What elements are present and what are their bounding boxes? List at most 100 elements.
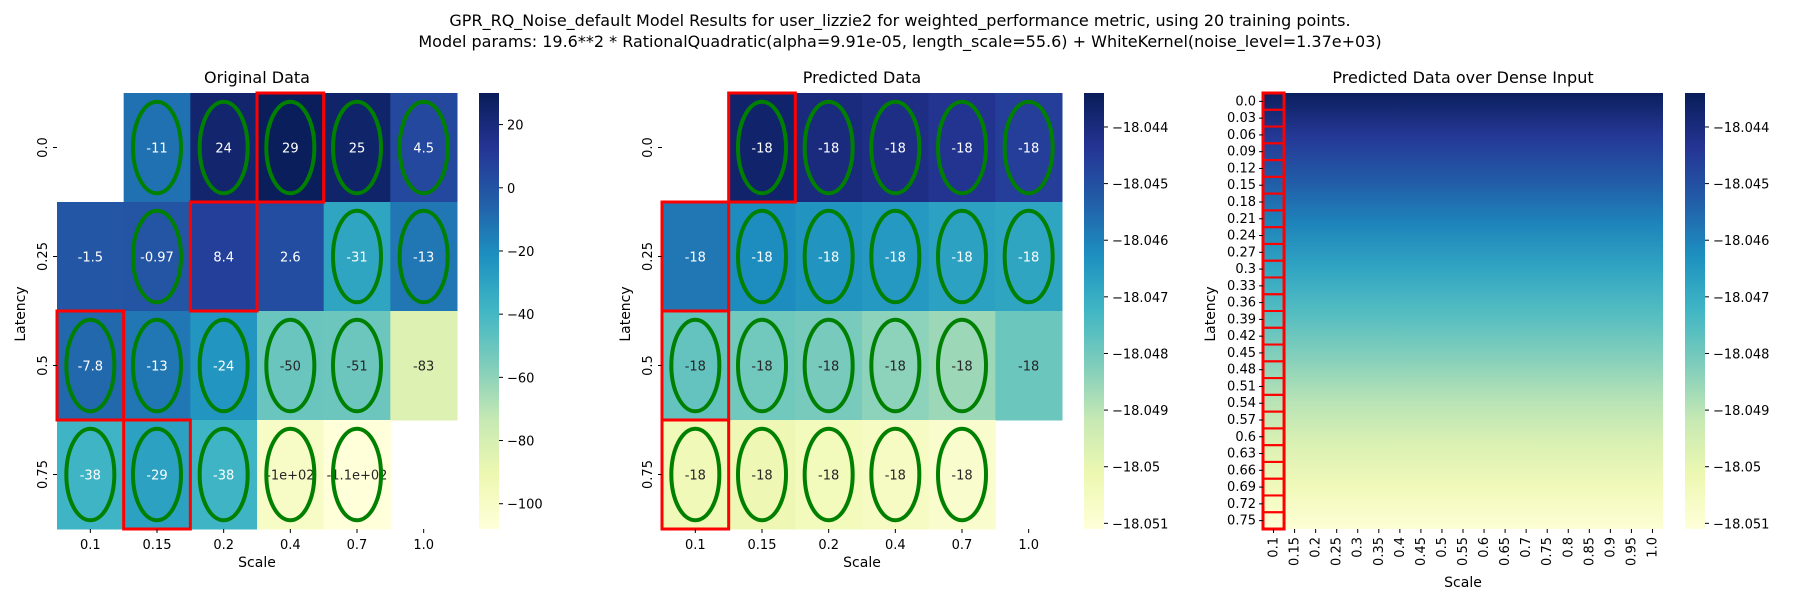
y-tick-label: 0.5 — [641, 355, 656, 376]
cell-label: -18 — [1018, 142, 1039, 157]
heatmap-cell — [257, 202, 325, 312]
cell-label: -18 — [685, 360, 706, 375]
training-point-marker — [331, 426, 383, 523]
training-point-marker — [869, 317, 922, 414]
colorbar-tick-label: −18.047 — [1112, 291, 1168, 306]
x-tick-label: 0.9 — [1603, 537, 1618, 558]
y-tick-label: 0.27 — [1227, 245, 1256, 260]
training-point-marker — [331, 99, 383, 196]
training-point-marker — [131, 99, 183, 196]
training-point-marker — [869, 99, 922, 196]
cell-label: -18 — [1018, 360, 1039, 375]
training-point-marker — [64, 426, 117, 523]
cell-label: -18 — [751, 360, 772, 375]
training-point-marker — [802, 426, 855, 523]
training-point-marker — [669, 426, 722, 523]
training-point-marker — [802, 317, 855, 414]
training-point-marker — [936, 208, 988, 305]
colorbar-tick-label: −40 — [507, 308, 534, 323]
y-tick-label: 0.51 — [1227, 379, 1256, 394]
y-tick-label: 0.0 — [36, 137, 51, 158]
colorbar-tick-label: −18.05 — [1112, 461, 1160, 476]
y-tick-label: 0.36 — [1227, 296, 1256, 311]
training-point-marker — [64, 317, 117, 414]
training-point-marker — [736, 99, 788, 196]
y-tick-label: 0.5 — [36, 355, 51, 376]
training-point-marker — [936, 317, 988, 414]
y-tick-label: 0.48 — [1227, 363, 1256, 378]
cell-label: -18 — [951, 469, 972, 484]
training-point-marker — [736, 317, 788, 414]
x-tick-label: 0.1 — [1267, 537, 1282, 558]
panel-dense: Predicted Data over Dense Input Scale La… — [1203, 68, 1769, 591]
x-axis-label: Scale — [843, 555, 881, 571]
y-tick-label: 0.45 — [1227, 346, 1256, 361]
x-tick-label: 0.4 — [1393, 537, 1408, 558]
highlight-box — [727, 91, 797, 204]
training-point-marker — [331, 208, 383, 305]
y-tick-label: 0.75 — [641, 460, 656, 489]
y-tick-label: 0.12 — [1227, 161, 1256, 176]
colorbar-tick-label: −18.051 — [1713, 517, 1769, 532]
x-tick-label: 0.85 — [1582, 537, 1597, 566]
cell-label: -18 — [818, 251, 839, 266]
x-tick-label: 0.1 — [80, 538, 101, 553]
colorbar-tick-label: −18.044 — [1713, 121, 1769, 136]
colorbar-tick-label: −18.048 — [1112, 347, 1168, 362]
x-tick-label: 0.65 — [1498, 537, 1513, 566]
colorbar-tick-label: −20 — [507, 245, 534, 260]
figure-title-line1: GPR_RQ_Noise_default Model Results for u… — [449, 11, 1350, 31]
x-tick-label: 0.3 — [1351, 537, 1366, 558]
y-tick-label: 0.0 — [641, 137, 656, 158]
x-tick-label: 1.0 — [413, 538, 434, 553]
cell-label: -0.97 — [140, 251, 174, 266]
y-tick-label: 0.42 — [1227, 329, 1256, 344]
colorbar-tick-label: −80 — [507, 435, 534, 450]
x-tick-label: 0.15 — [143, 538, 172, 553]
y-tick-label: 0.09 — [1227, 145, 1256, 160]
training-point-marker — [131, 426, 183, 523]
cell-label: -31 — [346, 251, 367, 266]
cell-label: -50 — [280, 360, 301, 375]
training-point-marker — [736, 208, 788, 305]
y-tick-label: 0.72 — [1227, 497, 1256, 512]
colorbar — [1685, 93, 1705, 529]
panel-original: Original Data Scale Latency -11 24 29 25 4.5… — [13, 68, 543, 571]
heatmap-cell — [190, 202, 258, 312]
cell-label: -18 — [1018, 251, 1039, 266]
colorbar — [479, 93, 499, 529]
y-tick-label: 0.69 — [1227, 480, 1256, 495]
colorbar-tick-label: 20 — [507, 119, 524, 134]
colorbar-tick-label: −60 — [507, 371, 534, 386]
x-tick-label: 0.45 — [1414, 537, 1429, 566]
y-tick-label: 0.24 — [1227, 229, 1256, 244]
colorbar-tick-label: −18.047 — [1713, 291, 1769, 306]
training-point-marker — [802, 208, 855, 305]
cell-label: 4.5 — [413, 142, 434, 157]
training-point-marker — [264, 99, 317, 196]
y-tick-label: 0.57 — [1227, 413, 1256, 428]
x-tick-label: 0.55 — [1456, 537, 1471, 566]
x-tick-label: 1.0 — [1645, 537, 1660, 558]
panel-title: Original Data — [204, 68, 310, 87]
y-tick-label: 0.03 — [1227, 111, 1256, 126]
colorbar-tick-label: 0 — [507, 182, 515, 197]
y-tick-label: 0.63 — [1227, 447, 1256, 462]
colorbar-tick-label: −18.044 — [1112, 121, 1168, 136]
training-point-marker — [669, 317, 722, 414]
y-tick-label: 0.25 — [641, 242, 656, 271]
x-axis-label: Scale — [238, 555, 276, 571]
y-tick-label: 0.54 — [1227, 396, 1256, 411]
cell-label: 25 — [349, 142, 366, 157]
training-point-marker — [736, 426, 788, 523]
cell-label: -51 — [346, 360, 367, 375]
cell-label: -1e+02 — [266, 469, 314, 484]
colorbar-tick-label: −18.046 — [1713, 234, 1769, 249]
cell-label: -38 — [80, 469, 101, 484]
y-axis-label: Latency — [1203, 286, 1219, 341]
panel-title: Predicted Data over Dense Input — [1332, 68, 1593, 87]
cell-label: -18 — [885, 251, 906, 266]
cell-label: -1.5 — [78, 251, 103, 266]
y-tick-label: 0.6 — [1235, 430, 1256, 445]
x-tick-label: 0.7 — [952, 538, 973, 553]
